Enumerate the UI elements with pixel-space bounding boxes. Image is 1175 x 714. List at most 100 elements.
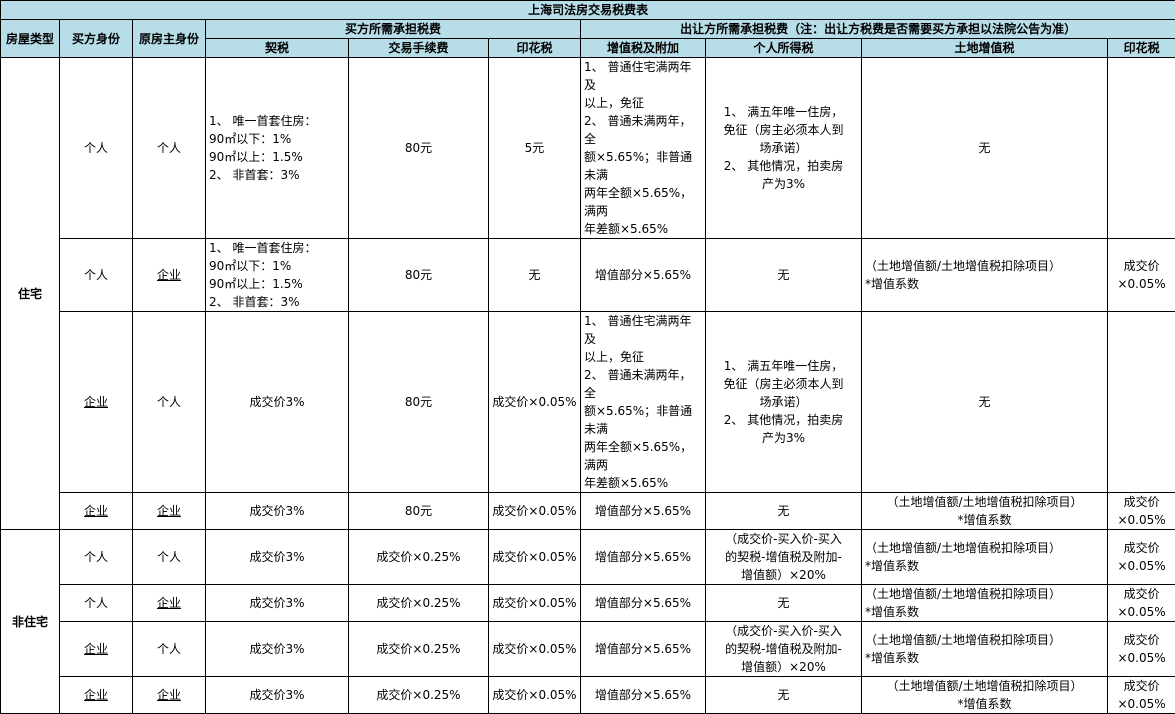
income-tax-text: （成交价-买入价-买入 的契税-增值税及附加- 增值额）×20% — [725, 624, 842, 674]
seller-stamp-cell: 成交价×0.05% — [1108, 622, 1175, 677]
land-tax-cell: （土地增值额/土地增值税扣除项目） *增值系数 — [862, 622, 1108, 677]
vat-cell: 1、 普通住宅满两年及 以上，免征 2、 普通未满两年，全 额×5.65%；非普… — [581, 58, 706, 239]
deed-tax-text: 成交价3% — [249, 596, 304, 610]
income-tax-cell: 无 — [706, 493, 862, 530]
seller-stamp-text: 成交价×0.05% — [1117, 587, 1165, 619]
table-row: 企业 企业 成交价3% 80元 成交价×0.05% 增值部分×5.65% 无 （土地增值额/土… — [1, 493, 1175, 530]
seller-stamp-cell: 成交价×0.05% — [1108, 530, 1175, 585]
trade-fee-text: 80元 — [405, 395, 432, 409]
land-tax-text: 无 — [978, 141, 990, 155]
deed-tax-text: 成交价3% — [249, 395, 304, 409]
table-row: 非住宅个人个人成交价3%成交价×0.25%成交价×0.05%增值部分×5.65%… — [1, 530, 1175, 585]
deed-tax-cell: 1、 唯一首套住房： 90㎡以下：1% 90㎡以上：1.5% 2、 非首套：3% — [206, 58, 349, 239]
trade-fee-cell: 成交价×0.25% — [349, 622, 489, 677]
deed-tax-text: 成交价3% — [249, 642, 304, 656]
buyer-cell: 个人 — [60, 585, 133, 622]
buyer-stamp-cell: 成交价×0.05% — [489, 312, 581, 493]
vat-cell: 增值部分×5.65% — [581, 530, 706, 585]
header-land-tax: 土地增值税 — [862, 39, 1108, 58]
trade-fee-cell: 80元 — [349, 58, 489, 239]
vat-cell: 1、 普通住宅满两年及 以上，免征 2、 普通未满两年，全 额×5.65%；非普… — [581, 312, 706, 493]
land-tax-text: （土地增值额/土地增值税扣除项目） *增值系数 — [865, 587, 1061, 619]
vat-cell: 增值部分×5.65% — [581, 585, 706, 622]
seller-text: 个人 — [157, 642, 181, 656]
land-tax-text: 无 — [978, 395, 990, 409]
vat-text: 增值部分×5.65% — [595, 642, 691, 656]
buyer-cell: 企业 — [60, 493, 133, 530]
vat-cell: 增值部分×5.65% — [581, 239, 706, 312]
land-tax-text: （土地增值额/土地增值税扣除项目） *增值系数 — [886, 495, 1082, 527]
trade-fee-cell: 80元 — [349, 239, 489, 312]
income-tax-text: 无 — [777, 268, 789, 282]
vat-text: 增值部分×5.65% — [595, 504, 691, 518]
land-tax-cell: 无 — [862, 312, 1108, 493]
seller-cell: 个人 — [133, 530, 206, 585]
income-tax-text: 无 — [777, 504, 789, 518]
seller-cell: 企业 — [133, 585, 206, 622]
income-tax-text: 1、 满五年唯一住房， 免征（房主必须本人到 场承诺） 2、 其他情况，拍卖房 … — [723, 359, 843, 445]
seller-cell: 个人 — [133, 58, 206, 239]
header-buyer-stamp: 印花税 — [489, 39, 581, 58]
income-tax-cell: 无 — [706, 239, 862, 312]
deed-tax-cell: 成交价3% — [206, 677, 349, 714]
deed-tax-cell: 成交价3% — [206, 493, 349, 530]
trade-fee-cell: 成交价×0.25% — [349, 530, 489, 585]
buyer-stamp-cell: 成交价×0.05% — [489, 622, 581, 677]
seller-cell: 个人 — [133, 622, 206, 677]
seller-stamp-text: 成交价×0.05% — [1117, 259, 1165, 291]
house-type-cell: 住宅 — [1, 58, 60, 530]
seller-stamp-cell: 成交价×0.05% — [1108, 239, 1175, 312]
vat-cell: 增值部分×5.65% — [581, 622, 706, 677]
seller-text: 企业 — [157, 268, 181, 282]
buyer-text: 企业 — [84, 395, 108, 409]
seller-text: 个人 — [157, 141, 181, 155]
buyer-text: 企业 — [84, 642, 108, 656]
land-tax-cell: （土地增值额/土地增值税扣除项目） *增值系数 — [862, 677, 1108, 714]
table-title: 上海司法房交易税费表 — [1, 1, 1175, 20]
land-tax-cell: 无 — [862, 58, 1108, 239]
land-tax-cell: （土地增值额/土地增值税扣除项目） *增值系数 — [862, 585, 1108, 622]
header-seller-group: 出让方所需承担税费（注：出让方税费是否需要买方承担以法院公告为准） — [581, 20, 1175, 39]
buyer-cell: 企业 — [60, 312, 133, 493]
income-tax-cell: 1、 满五年唯一住房， 免征（房主必须本人到 场承诺） 2、 其他情况，拍卖房 … — [706, 58, 862, 239]
deed-tax-text: 成交价3% — [249, 504, 304, 518]
seller-stamp-cell — [1108, 312, 1175, 493]
income-tax-cell: （成交价-买入价-买入 的契税-增值税及附加- 增值额）×20% — [706, 530, 862, 585]
header-deed-tax: 契税 — [206, 39, 349, 58]
buyer-stamp-cell: 成交价×0.05% — [489, 677, 581, 714]
house-type-cell: 非住宅 — [1, 530, 60, 714]
seller-text: 企业 — [157, 688, 181, 702]
deed-tax-cell: 成交价3% — [206, 585, 349, 622]
income-tax-cell: 1、 满五年唯一住房， 免征（房主必须本人到 场承诺） 2、 其他情况，拍卖房 … — [706, 312, 862, 493]
trade-fee-text: 成交价×0.25% — [376, 596, 460, 610]
seller-text: 个人 — [157, 395, 181, 409]
trade-fee-text: 80元 — [405, 268, 432, 282]
buyer-cell: 个人 — [60, 530, 133, 585]
header-income-tax: 个人所得税 — [706, 39, 862, 58]
land-tax-cell: （土地增值额/土地增值税扣除项目） *增值系数 — [862, 493, 1108, 530]
seller-stamp-cell: 成交价×0.05% — [1108, 585, 1175, 622]
land-tax-text: （土地增值额/土地增值税扣除项目） *增值系数 — [886, 679, 1082, 711]
header-trade-fee: 交易手续费 — [349, 39, 489, 58]
seller-text: 企业 — [157, 504, 181, 518]
buyer-stamp-cell: 成交价×0.05% — [489, 493, 581, 530]
trade-fee-cell: 80元 — [349, 493, 489, 530]
deed-tax-cell: 成交价3% — [206, 530, 349, 585]
income-tax-text: 无 — [777, 596, 789, 610]
table-row: 企业企业成交价3%成交价×0.25%成交价×0.05%增值部分×5.65%无（土… — [1, 677, 1175, 714]
vat-cell: 增值部分×5.65% — [581, 677, 706, 714]
trade-fee-cell: 80元 — [349, 312, 489, 493]
deed-tax-cell: 1、 唯一首套住房： 90㎡以下：1% 90㎡以上：1.5% 2、 非首套：3% — [206, 239, 349, 312]
land-tax-cell: （土地增值额/土地增值税扣除项目） *增值系数 — [862, 239, 1108, 312]
vat-cell: 增值部分×5.65% — [581, 493, 706, 530]
trade-fee-text: 80元 — [405, 504, 432, 518]
buyer-stamp-cell: 成交价×0.05% — [489, 530, 581, 585]
deed-tax-cell: 成交价3% — [206, 312, 349, 493]
buyer-stamp-text: 5元 — [525, 141, 545, 155]
buyer-stamp-text: 成交价×0.05% — [492, 642, 576, 656]
table-row: 个人企业 成交价3% 成交价×0.25% 成交价×0.05% 增值部分×5.65% 无 （土… — [1, 585, 1175, 622]
income-tax-cell: （成交价-买入价-买入 的契税-增值税及附加- 增值额）×20% — [706, 622, 862, 677]
